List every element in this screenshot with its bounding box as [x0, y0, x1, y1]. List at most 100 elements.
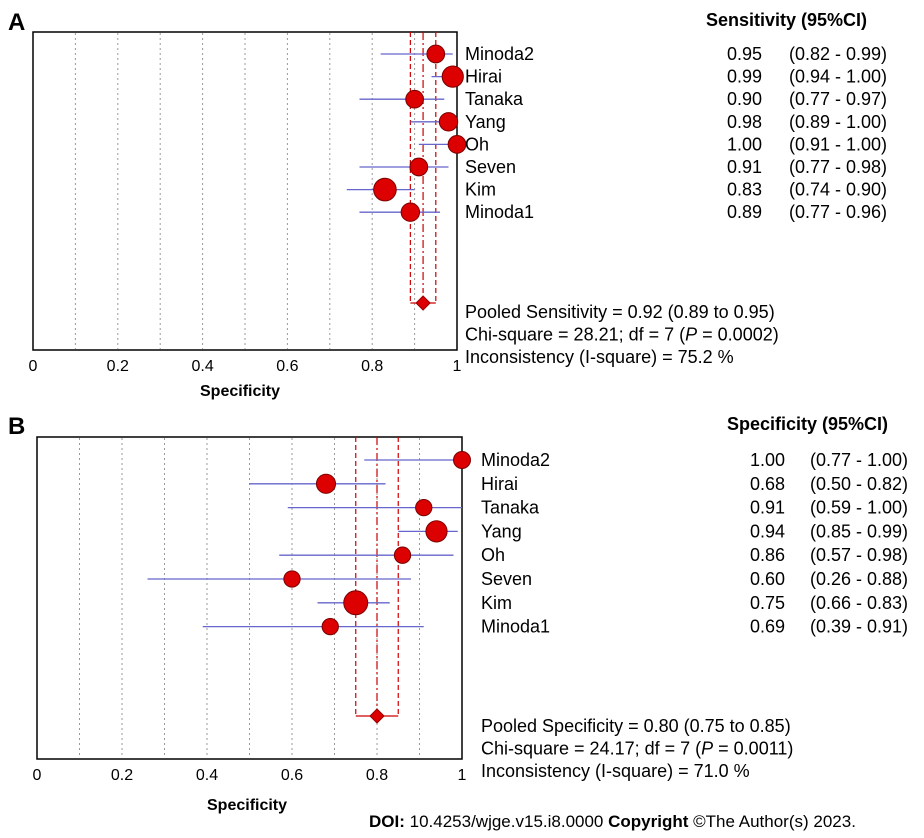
x-tick-label: 0.8: [366, 767, 388, 784]
estimate-label: 0.94: [750, 521, 785, 541]
estimate-label: 1.00: [727, 134, 762, 154]
x-axis-label: Specificity: [200, 383, 280, 400]
summary-line: Chi-square = 28.21; df = 7 (P = 0.0002): [465, 325, 779, 345]
estimate-label: 0.83: [727, 180, 762, 200]
study-point: [373, 177, 397, 202]
estimate-label: 0.86: [750, 545, 785, 565]
summary-text: = 0.0011): [713, 739, 793, 759]
pooled-diamond: [369, 708, 385, 724]
forest-panel-a: A Sensitivity (95%CI) Minoda2 0.95 (0.82 - 0…: [8, 9, 887, 400]
study-label: Oh: [481, 545, 505, 565]
study-point: [400, 202, 421, 222]
summary-text: P: [685, 325, 697, 345]
study-label: Oh: [465, 134, 489, 154]
ci-label: (0.59 - 1.00): [810, 498, 908, 518]
ci-label: (0.82 - 0.99): [789, 44, 887, 64]
summary-text: P: [701, 739, 713, 759]
summary-text: Inconsistency (I-square) = 71.0 %: [481, 761, 750, 781]
summary-line: Inconsistency (I-square) = 71.0 %: [481, 761, 750, 781]
x-tick-label: 0.6: [281, 767, 303, 784]
study-label: Minoda2: [465, 44, 534, 64]
study-point: [283, 570, 301, 588]
study-label: Minoda1: [481, 617, 550, 637]
study-label: Seven: [465, 157, 516, 177]
study-label: Minoda2: [481, 450, 550, 470]
ci-label: (0.74 - 0.90): [789, 180, 887, 200]
study-label: Minoda1: [465, 202, 534, 222]
study-label: Hirai: [465, 67, 502, 87]
x-tick-label: 0.2: [111, 767, 133, 784]
study-label: Seven: [481, 569, 532, 589]
study-label: Kim: [465, 180, 496, 200]
ci-label: (0.39 - 0.91): [810, 617, 908, 637]
column-header: Sensitivity (95%CI): [706, 10, 867, 30]
x-tick-label: 0.4: [191, 358, 213, 375]
study-point: [441, 65, 464, 88]
estimate-label: 0.89: [727, 202, 762, 222]
ci-label: (0.91 - 1.00): [789, 134, 887, 154]
copyright-label: Copyright: [608, 812, 689, 831]
summary-line: Pooled Sensitivity = 0.92 (0.89 to 0.95): [465, 302, 775, 322]
estimate-label: 0.60: [750, 569, 785, 589]
study-point: [393, 546, 412, 564]
x-tick-label: 0.6: [276, 358, 298, 375]
summary-text: Pooled Specificity = 0.80 (0.75 to 0.85): [481, 716, 791, 736]
estimate-label: 0.75: [750, 593, 785, 613]
x-tick-label: 0.2: [107, 358, 129, 375]
summary-text: = 0.0002): [697, 325, 779, 345]
summary-text: Inconsistency (I-square) = 75.2 %: [465, 347, 734, 367]
x-tick-label: 1: [458, 767, 467, 784]
x-tick-label: 0.8: [361, 358, 383, 375]
estimate-label: 1.00: [750, 450, 785, 470]
ci-label: (0.26 - 0.88): [810, 569, 908, 589]
ci-label: (0.77 - 0.97): [789, 89, 887, 109]
ci-label: (0.89 - 1.00): [789, 112, 887, 132]
x-tick-label: 1: [453, 358, 462, 375]
study-point: [426, 44, 446, 64]
ci-label: (0.66 - 0.83): [810, 593, 908, 613]
doi-label: DOI:: [369, 812, 405, 831]
estimate-label: 0.90: [727, 89, 762, 109]
study-point: [315, 473, 337, 494]
pooled-diamond: [415, 295, 431, 311]
estimate-label: 0.91: [727, 157, 762, 177]
figure-footer: DOI: 10.4253/wjge.v15.i8.0000 Copyright …: [369, 812, 856, 832]
summary-line: Chi-square = 24.17; df = 7 (P = 0.0011): [481, 739, 793, 759]
summary-line: Inconsistency (I-square) = 75.2 %: [465, 347, 734, 367]
study-point: [415, 498, 433, 517]
estimate-label: 0.95: [727, 44, 762, 64]
ci-label: (0.50 - 0.82): [810, 474, 908, 494]
estimate-label: 0.68: [750, 474, 785, 494]
ci-label: (0.77 - 1.00): [810, 450, 908, 470]
study-point: [343, 590, 369, 616]
ci-label: (0.94 - 1.00): [789, 67, 887, 87]
panel-label: A: [8, 9, 25, 36]
estimate-label: 0.69: [750, 617, 785, 637]
estimate-label: 0.99: [727, 67, 762, 87]
ci-label: (0.77 - 0.96): [789, 202, 887, 222]
summary-text: Pooled Sensitivity = 0.92 (0.89 to 0.95): [465, 302, 775, 322]
study-point: [409, 157, 429, 177]
study-point: [447, 135, 467, 154]
estimate-label: 0.98: [727, 112, 762, 132]
copyright-value: ©The Author(s) 2023.: [693, 812, 856, 831]
study-label: Yang: [465, 112, 506, 132]
panel-label: B: [8, 413, 25, 440]
study-label: Yang: [481, 521, 522, 541]
study-label: Tanaka: [465, 89, 524, 109]
column-header: Specificity (95%CI): [727, 414, 888, 434]
summary-line: Pooled Specificity = 0.80 (0.75 to 0.85): [481, 716, 791, 736]
x-tick-label: 0: [29, 358, 38, 375]
study-point: [405, 89, 424, 109]
ci-label: (0.85 - 0.99): [810, 521, 908, 541]
doi-value: 10.4253/wjge.v15.i8.0000: [409, 812, 604, 831]
study-point: [453, 451, 471, 469]
ci-label: (0.57 - 0.98): [810, 545, 908, 565]
study-label: Hirai: [481, 474, 518, 494]
x-tick-label: 0.4: [196, 767, 218, 784]
estimate-label: 0.91: [750, 498, 785, 518]
x-axis-label: Specificity: [207, 797, 287, 814]
x-tick-label: 0: [33, 767, 42, 784]
forest-panel-b: B Specificity (95%CI) Minoda2 1.00 (0.77 - 1…: [8, 413, 908, 814]
